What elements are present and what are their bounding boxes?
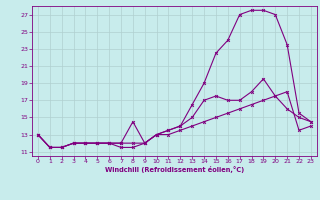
X-axis label: Windchill (Refroidissement éolien,°C): Windchill (Refroidissement éolien,°C) xyxy=(105,166,244,173)
